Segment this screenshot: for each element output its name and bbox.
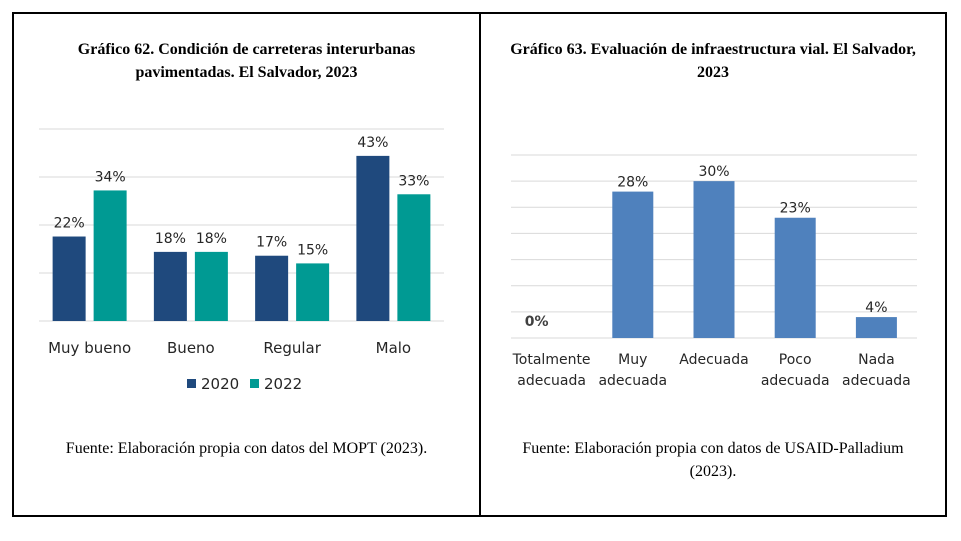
data-label: 34% [95,169,126,185]
bar-4 [855,317,897,338]
bar-2022-0 [93,190,127,321]
category-label: Bueno [167,339,215,357]
data-label: 18% [196,231,227,247]
bar-2020-2 [255,255,289,321]
legend-swatch-2020 [187,379,196,388]
bar-2022-2 [296,263,330,321]
category-label: adecuada [842,373,911,389]
bar-2020-0 [52,236,86,321]
category-label: Regular [263,339,321,357]
category-label: Muy bueno [48,339,131,357]
data-label: 23% [780,201,811,217]
category-label: adecuada [517,373,586,389]
category-label: adecuada [598,373,667,389]
panel-divider [479,12,481,517]
legend-swatch-2022 [250,379,259,388]
chart-62-title: Gráfico 62. Condición de carreteras inte… [77,41,416,81]
chart-63-source: Fuente: Elaboración propia con datos de … [522,440,904,480]
bar-2022-3 [397,194,431,321]
category-label: Nada [858,352,895,368]
legend-label-2020: 2020 [201,375,239,393]
data-label: 30% [698,164,729,180]
chart-62-source: Fuente: Elaboración propia con datos del… [65,440,428,457]
bar-1 [612,191,654,338]
chart-62-plot: 22% 34% Muy bueno 18% 18% Bueno 17% 15% Regular 4… [39,128,444,393]
category-label: Totalmente [512,352,591,368]
data-label: 43% [357,135,388,151]
chart-63-title: Gráfico 63. Evaluación de infraestructur… [510,41,916,81]
category-label: Muy [618,352,647,368]
category-label: Adecuada [679,352,748,368]
data-label: 15% [297,242,328,258]
chart-63-plot: 0% Totalmente adecuada 28% Muy adecuada 30% Ade… [511,154,917,389]
bar-2020-3 [356,155,390,321]
data-label: 18% [155,231,186,247]
bar-2022-1 [194,251,228,321]
bar-2 [693,181,735,338]
legend-label-2022: 2022 [264,375,302,393]
bar-3 [774,217,816,338]
bar-2020-1 [153,251,187,321]
data-label: 28% [617,175,648,191]
data-label: 17% [256,235,287,251]
category-label: Malo [376,339,411,357]
category-label: Poco [779,352,812,368]
data-label: 22% [54,216,85,232]
data-label: 0% [525,314,549,330]
chart-panel-63: Gráfico 63. Evaluación de infraestructur… [481,14,945,515]
category-label: adecuada [761,373,830,389]
data-label: 4% [865,300,887,316]
data-label: 33% [398,173,429,189]
chart-panel-62: Gráfico 62. Condición de carreteras inte… [14,14,479,515]
